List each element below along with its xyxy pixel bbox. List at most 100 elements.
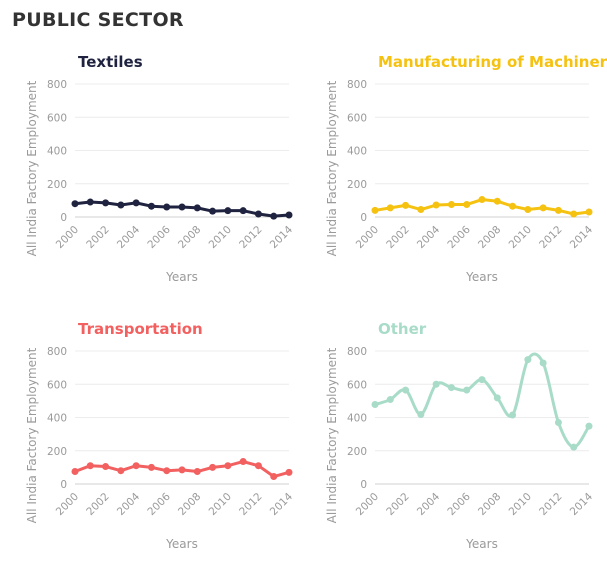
y-tick-label: 600 [47,379,67,391]
x-tick-label: 2002 [384,491,411,518]
x-tick-label: 2002 [384,224,411,251]
x-tick-label: 2002 [84,491,111,518]
x-tick-label: 2000 [354,224,381,251]
data-point-2013[interactable] [270,212,278,220]
data-point-2005[interactable] [147,463,155,471]
data-point-2003[interactable] [417,206,425,214]
data-point-2007[interactable] [478,196,486,204]
data-point-2011[interactable] [539,204,547,212]
data-point-2014[interactable] [585,208,593,216]
data-point-2000[interactable] [371,401,379,409]
x-tick-label: 2006 [445,223,473,251]
data-point-2008[interactable] [493,394,501,402]
data-point-2011[interactable] [539,359,547,367]
x-tick-label: 2008 [176,491,203,518]
data-point-2009[interactable] [509,411,517,419]
data-point-2007[interactable] [178,466,186,474]
x-tick-label: 2010 [207,491,234,518]
data-point-2014[interactable] [285,468,293,476]
y-tick-label: 0 [60,479,67,491]
data-point-2005[interactable] [147,202,155,210]
data-point-2004[interactable] [132,462,140,470]
x-tick-label: 2006 [445,490,473,518]
data-point-2006[interactable] [163,203,171,211]
data-point-2007[interactable] [478,376,486,384]
chart-textiles: Textiles 0 200 400 600 800 2000 2002 2004 2006 200… [25,53,295,284]
data-point-2010[interactable] [524,206,532,214]
data-point-2001[interactable] [86,462,94,470]
data-point-2001[interactable] [386,204,394,212]
data-point-2004[interactable] [432,201,440,209]
data-point-2007[interactable] [178,203,186,211]
data-point-2000[interactable] [371,206,379,214]
x-tick-label: 2004 [415,490,443,518]
data-point-2009[interactable] [209,207,217,215]
data-point-2006[interactable] [163,467,171,475]
x-tick-label: 2012 [237,491,264,518]
data-point-2003[interactable] [417,411,425,419]
series-line-other [373,352,591,449]
data-point-2009[interactable] [209,463,217,471]
x-axis-label: Years [165,270,198,284]
y-tick-label: 800 [347,346,367,358]
data-point-2002[interactable] [402,386,410,394]
y-tick-label: 0 [60,212,67,224]
y-tick-label: 600 [347,112,367,124]
data-point-2002[interactable] [102,463,110,471]
data-point-2004[interactable] [432,380,440,388]
x-axis-label: Years [465,270,498,284]
data-point-2006[interactable] [463,386,471,394]
x-tick-label: 2012 [237,224,264,251]
x-tick-label: 2004 [115,490,143,518]
data-point-2008[interactable] [193,468,201,476]
y-tick-label: 0 [360,212,367,224]
x-tick-label: 2002 [84,224,111,251]
x-axis-label: Years [165,537,198,551]
data-point-2002[interactable] [102,199,110,207]
data-point-2002[interactable] [402,201,410,209]
data-point-2000[interactable] [71,200,79,208]
data-point-2010[interactable] [524,356,532,364]
chart-title: Transportation [78,320,203,338]
data-point-2012[interactable] [554,418,562,426]
data-point-2000[interactable] [71,468,79,476]
data-point-2013[interactable] [570,210,578,218]
data-point-2014[interactable] [585,422,593,430]
data-point-2010[interactable] [224,207,232,215]
x-tick-label: 2014 [268,490,296,518]
data-point-2003[interactable] [117,467,125,475]
data-point-2012[interactable] [554,206,562,214]
data-point-2011[interactable] [239,458,247,466]
chart-manufacturing-of-machinery: Manufacturing of Machinery 0 200 400 600 800 2… [325,53,607,284]
data-point-2005[interactable] [447,201,455,209]
x-tick-label: 2008 [476,491,503,518]
data-point-2001[interactable] [386,396,394,404]
x-tick-label: 2010 [507,491,534,518]
y-tick-label: 0 [360,479,367,491]
data-point-2012[interactable] [254,210,262,218]
data-point-2005[interactable] [447,384,455,392]
data-point-2003[interactable] [117,201,125,209]
x-tick-label: 2012 [537,224,564,251]
data-point-2006[interactable] [463,201,471,209]
data-point-2014[interactable] [285,211,293,219]
chart-title: Textiles [78,53,143,71]
data-point-2010[interactable] [224,462,232,470]
x-tick-label: 2014 [568,223,596,251]
data-point-2011[interactable] [239,207,247,215]
data-point-2008[interactable] [193,204,201,212]
y-tick-label: 400 [47,413,67,425]
data-point-2013[interactable] [270,473,278,481]
y-tick-label: 400 [347,146,367,158]
data-point-2004[interactable] [132,199,140,207]
data-point-2012[interactable] [254,462,262,470]
data-point-2008[interactable] [493,197,501,205]
data-point-2013[interactable] [570,443,578,451]
y-tick-label: 800 [347,79,367,91]
data-point-2009[interactable] [509,202,517,210]
x-tick-label: 2000 [354,491,381,518]
x-tick-label: 2004 [115,223,143,251]
data-point-2001[interactable] [86,198,94,206]
y-tick-label: 200 [47,179,67,191]
